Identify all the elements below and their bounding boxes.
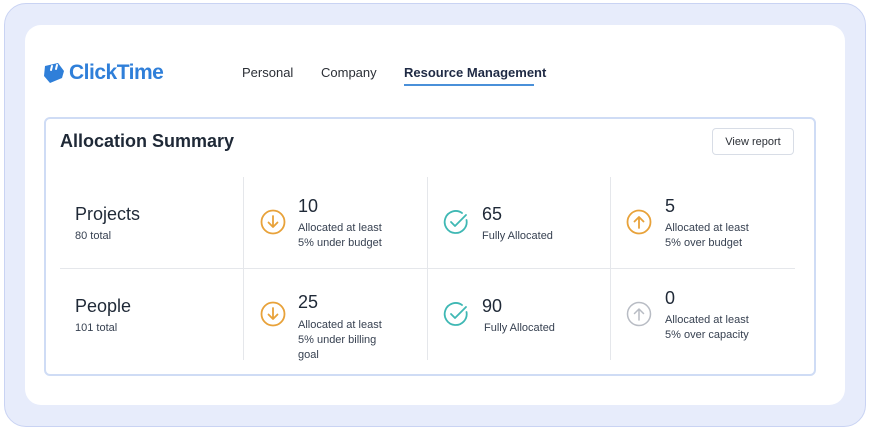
nav-item-personal[interactable]: Personal <box>242 65 294 80</box>
active-nav-underline <box>404 84 534 86</box>
check-circle-icon <box>443 302 468 326</box>
view-report-button[interactable]: View report <box>712 128 794 155</box>
arrow-up-circle-icon <box>626 301 652 327</box>
stat-description: Allocated at least 5% over capacity <box>665 314 749 341</box>
row-label-projects: Projects <box>75 204 141 224</box>
clicktime-logo[interactable]: ClickTime <box>42 60 164 86</box>
arrow-up-circle-icon <box>626 209 652 235</box>
stat-value: 10 <box>298 196 319 216</box>
stat-value: 65 <box>482 204 503 224</box>
logo-text: ClickTime <box>69 61 164 84</box>
row-divider <box>60 268 795 269</box>
stat-description: Allocated at least 5% over budget <box>665 222 749 249</box>
allocation-summary-card <box>44 117 816 376</box>
stat-description: Allocated at least 5% under billing goal <box>298 319 382 361</box>
card-title: Allocation Summary <box>60 131 235 151</box>
row-total-people: 101 total <box>75 322 118 334</box>
arrow-down-circle-icon <box>260 209 286 235</box>
stat-description: Fully Allocated <box>484 322 555 334</box>
stat-description: Allocated at least 5% under budget <box>298 222 382 249</box>
check-circle-icon <box>443 210 468 234</box>
nav-item-company[interactable]: Company <box>321 65 377 80</box>
clicktime-logo-icon <box>44 63 64 83</box>
arrow-down-circle-icon <box>260 301 286 327</box>
stat-description: Fully Allocated <box>482 230 553 242</box>
nav-item-resource-management[interactable]: Resource Management <box>404 65 547 80</box>
stat-value: 90 <box>482 296 503 316</box>
stat-value: 0 <box>665 288 676 308</box>
stat-value: 5 <box>665 196 676 216</box>
row-label-people: People <box>75 296 132 316</box>
stat-value: 25 <box>298 292 319 312</box>
row-total-projects: 80 total <box>75 230 112 242</box>
